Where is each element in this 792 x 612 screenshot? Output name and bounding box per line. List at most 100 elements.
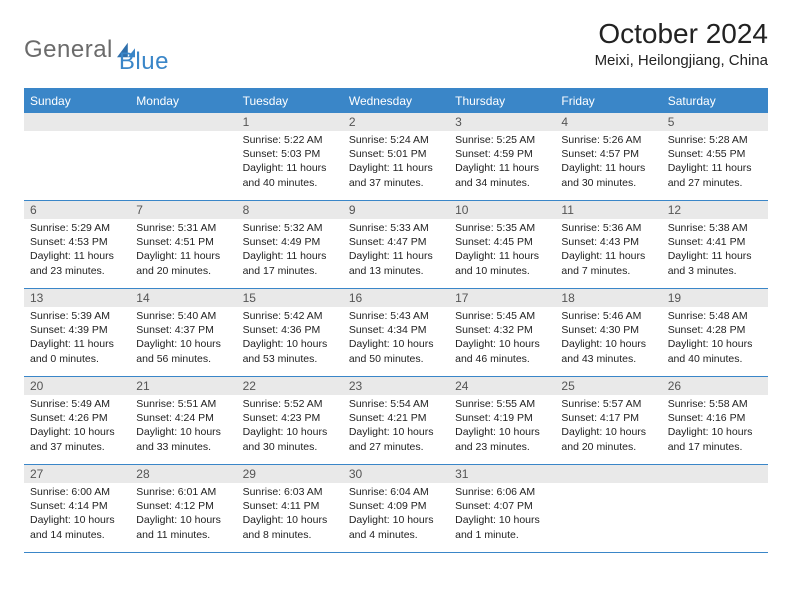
day-number: 25: [555, 377, 661, 395]
sunset-text: Sunset: 4:26 PM: [30, 411, 124, 425]
sunset-text: Sunset: 4:51 PM: [136, 235, 230, 249]
daylight-text: Daylight: 10 hours and 11 minutes.: [136, 513, 230, 541]
month-title: October 2024: [595, 18, 768, 50]
day-body: Sunrise: 5:24 AMSunset: 5:01 PMDaylight:…: [343, 131, 449, 194]
day-cell: 6Sunrise: 5:29 AMSunset: 4:53 PMDaylight…: [24, 201, 130, 289]
day-cell: 27Sunrise: 6:00 AMSunset: 4:14 PMDayligh…: [24, 465, 130, 553]
sunrise-text: Sunrise: 5:52 AM: [243, 397, 337, 411]
day-number: 2: [343, 113, 449, 131]
sunrise-text: Sunrise: 5:54 AM: [349, 397, 443, 411]
day-number: 7: [130, 201, 236, 219]
daylight-text: Daylight: 11 hours and 7 minutes.: [561, 249, 655, 277]
sunrise-text: Sunrise: 5:31 AM: [136, 221, 230, 235]
daylight-text: Daylight: 10 hours and 50 minutes.: [349, 337, 443, 365]
sunrise-text: Sunrise: 5:26 AM: [561, 133, 655, 147]
day-cell: [662, 465, 768, 553]
daylight-text: Daylight: 11 hours and 20 minutes.: [136, 249, 230, 277]
day-number: 26: [662, 377, 768, 395]
day-cell: 29Sunrise: 6:03 AMSunset: 4:11 PMDayligh…: [237, 465, 343, 553]
day-body: Sunrise: 6:01 AMSunset: 4:12 PMDaylight:…: [130, 483, 236, 546]
sunrise-text: Sunrise: 6:00 AM: [30, 485, 124, 499]
day-body: [130, 131, 236, 137]
daylight-text: Daylight: 10 hours and 30 minutes.: [243, 425, 337, 453]
sunrise-text: Sunrise: 6:01 AM: [136, 485, 230, 499]
day-number: [130, 113, 236, 131]
sunrise-text: Sunrise: 6:03 AM: [243, 485, 337, 499]
day-number: 27: [24, 465, 130, 483]
sunrise-text: Sunrise: 5:25 AM: [455, 133, 549, 147]
day-number: [24, 113, 130, 131]
sunset-text: Sunset: 4:55 PM: [668, 147, 762, 161]
day-number: 28: [130, 465, 236, 483]
day-cell: 22Sunrise: 5:52 AMSunset: 4:23 PMDayligh…: [237, 377, 343, 465]
day-body: Sunrise: 5:57 AMSunset: 4:17 PMDaylight:…: [555, 395, 661, 458]
sunset-text: Sunset: 4:11 PM: [243, 499, 337, 513]
day-number: 9: [343, 201, 449, 219]
sunset-text: Sunset: 4:23 PM: [243, 411, 337, 425]
day-number: 30: [343, 465, 449, 483]
day-body: Sunrise: 5:40 AMSunset: 4:37 PMDaylight:…: [130, 307, 236, 370]
daylight-text: Daylight: 11 hours and 40 minutes.: [243, 161, 337, 189]
sunrise-text: Sunrise: 5:24 AM: [349, 133, 443, 147]
day-cell: 30Sunrise: 6:04 AMSunset: 4:09 PMDayligh…: [343, 465, 449, 553]
daylight-text: Daylight: 10 hours and 37 minutes.: [30, 425, 124, 453]
sunset-text: Sunset: 4:21 PM: [349, 411, 443, 425]
day-body: Sunrise: 5:31 AMSunset: 4:51 PMDaylight:…: [130, 219, 236, 282]
day-body: Sunrise: 6:06 AMSunset: 4:07 PMDaylight:…: [449, 483, 555, 546]
day-body: Sunrise: 5:55 AMSunset: 4:19 PMDaylight:…: [449, 395, 555, 458]
day-body: Sunrise: 5:42 AMSunset: 4:36 PMDaylight:…: [237, 307, 343, 370]
day-cell: [24, 113, 130, 201]
day-cell: 3Sunrise: 5:25 AMSunset: 4:59 PMDaylight…: [449, 113, 555, 201]
day-number: 1: [237, 113, 343, 131]
sunrise-text: Sunrise: 5:57 AM: [561, 397, 655, 411]
day-cell: 1Sunrise: 5:22 AMSunset: 5:03 PMDaylight…: [237, 113, 343, 201]
sunset-text: Sunset: 4:59 PM: [455, 147, 549, 161]
sunset-text: Sunset: 4:24 PM: [136, 411, 230, 425]
sunset-text: Sunset: 4:12 PM: [136, 499, 230, 513]
day-cell: 9Sunrise: 5:33 AMSunset: 4:47 PMDaylight…: [343, 201, 449, 289]
sunset-text: Sunset: 4:19 PM: [455, 411, 549, 425]
title-block: October 2024 Meixi, Heilongjiang, China: [595, 18, 768, 69]
daylight-text: Daylight: 11 hours and 13 minutes.: [349, 249, 443, 277]
day-body: Sunrise: 5:26 AMSunset: 4:57 PMDaylight:…: [555, 131, 661, 194]
day-body: Sunrise: 5:43 AMSunset: 4:34 PMDaylight:…: [343, 307, 449, 370]
daylight-text: Daylight: 10 hours and 4 minutes.: [349, 513, 443, 541]
calendar: SundayMondayTuesdayWednesdayThursdayFrid…: [24, 88, 768, 553]
sunset-text: Sunset: 4:28 PM: [668, 323, 762, 337]
sunset-text: Sunset: 4:17 PM: [561, 411, 655, 425]
day-cell: 26Sunrise: 5:58 AMSunset: 4:16 PMDayligh…: [662, 377, 768, 465]
day-body: Sunrise: 5:28 AMSunset: 4:55 PMDaylight:…: [662, 131, 768, 194]
day-number: 3: [449, 113, 555, 131]
day-number: 23: [343, 377, 449, 395]
day-number: 18: [555, 289, 661, 307]
sunrise-text: Sunrise: 6:06 AM: [455, 485, 549, 499]
week-row: 1Sunrise: 5:22 AMSunset: 5:03 PMDaylight…: [24, 113, 768, 201]
daylight-text: Daylight: 10 hours and 1 minute.: [455, 513, 549, 541]
header: General Blue October 2024 Meixi, Heilong…: [24, 18, 768, 76]
day-cell: 25Sunrise: 5:57 AMSunset: 4:17 PMDayligh…: [555, 377, 661, 465]
day-cell: 15Sunrise: 5:42 AMSunset: 4:36 PMDayligh…: [237, 289, 343, 377]
day-body: Sunrise: 6:00 AMSunset: 4:14 PMDaylight:…: [24, 483, 130, 546]
sunset-text: Sunset: 4:39 PM: [30, 323, 124, 337]
sunset-text: Sunset: 4:43 PM: [561, 235, 655, 249]
sunrise-text: Sunrise: 5:35 AM: [455, 221, 549, 235]
daylight-text: Daylight: 11 hours and 34 minutes.: [455, 161, 549, 189]
day-body: Sunrise: 5:58 AMSunset: 4:16 PMDaylight:…: [662, 395, 768, 458]
day-body: Sunrise: 5:25 AMSunset: 4:59 PMDaylight:…: [449, 131, 555, 194]
day-cell: 2Sunrise: 5:24 AMSunset: 5:01 PMDaylight…: [343, 113, 449, 201]
sunset-text: Sunset: 4:45 PM: [455, 235, 549, 249]
day-number: 8: [237, 201, 343, 219]
sunrise-text: Sunrise: 5:43 AM: [349, 309, 443, 323]
day-cell: 10Sunrise: 5:35 AMSunset: 4:45 PMDayligh…: [449, 201, 555, 289]
day-cell: 24Sunrise: 5:55 AMSunset: 4:19 PMDayligh…: [449, 377, 555, 465]
day-cell: 12Sunrise: 5:38 AMSunset: 4:41 PMDayligh…: [662, 201, 768, 289]
day-body: Sunrise: 5:32 AMSunset: 4:49 PMDaylight:…: [237, 219, 343, 282]
daylight-text: Daylight: 10 hours and 56 minutes.: [136, 337, 230, 365]
day-body: [662, 483, 768, 489]
week-row: 27Sunrise: 6:00 AMSunset: 4:14 PMDayligh…: [24, 465, 768, 553]
weekday-header: Friday: [555, 90, 661, 113]
day-cell: 20Sunrise: 5:49 AMSunset: 4:26 PMDayligh…: [24, 377, 130, 465]
day-body: Sunrise: 5:45 AMSunset: 4:32 PMDaylight:…: [449, 307, 555, 370]
day-number: [555, 465, 661, 483]
sunrise-text: Sunrise: 5:46 AM: [561, 309, 655, 323]
